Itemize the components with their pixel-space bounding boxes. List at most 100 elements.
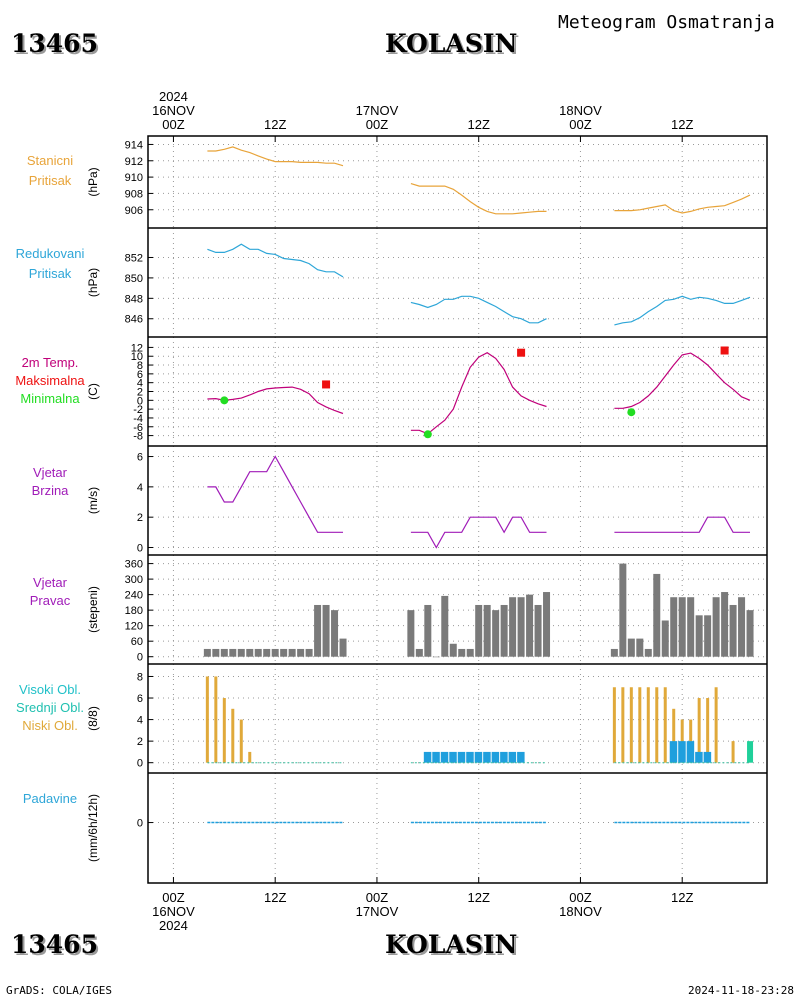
wind-direction-bar [500,604,508,657]
y-tick-label: 4 [137,378,143,390]
wind-direction-bar [280,648,288,657]
panel-label: Visoki Obl. [19,682,81,697]
y-axis-unit: (hPa) [86,268,100,297]
y-tick-label: 0 [137,652,143,664]
low-cloud-bar [646,687,650,763]
y-tick-label: -8 [133,431,143,443]
time-axis-label-bottom: 16NOV [152,904,195,919]
time-axis-label-top: 00Z [569,117,591,132]
mid-cloud-bar [432,751,440,763]
y-axis-unit: (stepeni) [86,586,100,633]
low-cloud-bar [239,719,243,763]
series-line [410,183,547,215]
time-axis-label-top: 12Z [467,117,489,132]
wind-direction-bar [695,615,703,657]
wind-direction-bar [254,648,262,657]
time-axis-label-bottom: 12Z [467,890,489,905]
low-cloud-bar [222,698,226,763]
station-id: 13465 [11,29,98,58]
time-axis-label-bottom: 00Z [569,890,591,905]
y-tick-label: 846 [125,314,143,326]
wind-direction-bar [517,597,525,657]
y-tick-label: 4 [137,482,143,494]
wind-direction-bar [526,594,534,657]
time-axis-label-bottom: 00Z [366,890,388,905]
time-axis-label-top: 00Z [162,117,184,132]
wind-direction-bar [687,597,695,657]
y-tick-label: 10 [131,351,143,363]
wind-direction-bar [305,648,313,657]
mid-cloud-bar [474,751,483,763]
low-cloud-bar [663,687,667,763]
panel-label: Minimalna [20,391,80,406]
wind-direction-bar [212,648,220,657]
y-tick-label: 8 [137,671,143,683]
wind-direction-bar [458,648,466,657]
wind-direction-bar [619,563,627,657]
panel-label: 2m Temp. [22,355,79,370]
y-tick-label: 120 [125,621,143,633]
panel-label: Vjetar [33,575,68,590]
y-tick-label: 12 [131,342,143,354]
y-tick-label: 912 [125,156,143,168]
y-tick-label: 914 [125,139,143,151]
y-tick-label: 2 [137,736,143,748]
low-cloud-bar [638,687,642,763]
y-tick-label: -6 [133,422,143,434]
low-cloud-bar [248,751,252,763]
panel-label: Brzina [32,483,70,498]
mid-cloud-bar [695,751,703,763]
y-tick-label: 2 [137,387,143,399]
low-cloud-bar [680,719,684,763]
series-line [207,386,344,415]
wind-direction-bar [466,648,474,657]
series-line [410,352,547,435]
low-cloud-bar [629,687,633,763]
max-temp-marker [322,380,331,389]
mid-cloud-bar [483,751,491,763]
mid-cloud-bar [703,751,712,763]
wind-direction-bar [288,648,296,657]
low-cloud-bar [706,698,710,763]
mid-cloud-bar [466,751,474,763]
time-axis-label-top: 12Z [264,117,286,132]
panel-label: Vjetar [33,465,68,480]
low-cloud-bar [655,687,659,763]
y-tick-label: 848 [125,293,143,305]
mid-cloud-bar [449,751,457,763]
y-tick-label: 180 [125,605,143,617]
min-temp-marker [423,430,432,439]
panel-label: Maksimalna [15,373,85,388]
panel-label: Stanicni [27,153,73,168]
time-axis-label-bottom: 12Z [671,890,693,905]
y-tick-label: 0 [137,395,143,407]
wind-direction-bar [746,610,754,657]
panel-label: Pritisak [29,266,72,281]
max-temp-marker [517,348,526,357]
time-axis-label-bottom: 18NOV [559,904,602,919]
mid-cloud-bar [678,741,686,763]
y-tick-label: 8 [137,360,143,372]
wind-direction-bar [263,648,271,657]
min-temp-marker [627,408,636,417]
wind-direction-bar [432,656,440,658]
wind-direction-bar [712,597,720,657]
panel-label: Pravac [30,593,71,608]
mid-cloud-bar [669,741,678,763]
y-tick-label: -4 [133,413,143,425]
wind-direction-bar [449,643,457,657]
station-name-footer: KOLASIN [385,930,518,959]
y-axis-unit: (C) [86,383,100,400]
series-line [614,352,751,409]
low-cloud-bar [731,741,735,763]
mid-cloud-bar [500,751,508,763]
mid-cloud-bar [423,751,432,763]
wind-direction-bar [492,610,500,657]
wind-direction-bar [627,638,635,657]
series-line [614,194,751,214]
y-tick-label: 4 [137,715,143,727]
wind-direction-bar [339,638,347,657]
panel-label: Padavine [23,791,77,806]
y-tick-label: 60 [131,636,143,648]
wind-direction-bar [543,592,551,657]
